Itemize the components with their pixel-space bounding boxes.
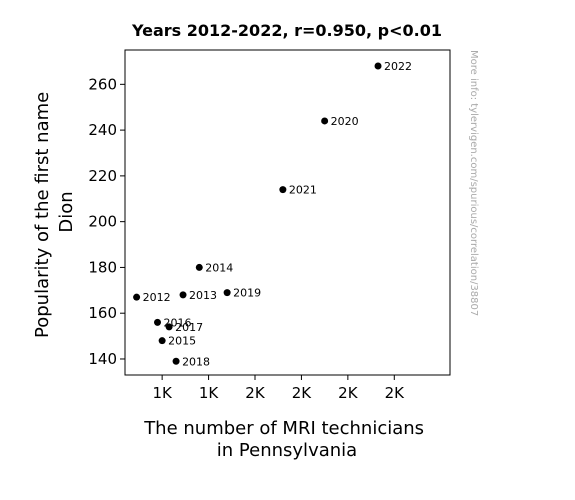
data-point [321, 117, 329, 125]
data-point-label: 2015 [168, 335, 196, 348]
x-axis-label: The number of MRI technicians in Pennsyl… [143, 418, 430, 461]
data-points: 2012 201320142015201620172018201920202021… [133, 60, 412, 368]
data-point [172, 357, 180, 365]
data-point-label: 2013 [189, 289, 217, 302]
data-point [279, 186, 287, 194]
data-point-label: 2019 [233, 287, 261, 300]
data-point-label: 2022 [384, 60, 412, 73]
x-tick-label: 1K [199, 384, 220, 402]
data-point [179, 291, 187, 299]
x-tick-label: 2K [338, 384, 359, 402]
data-point [165, 323, 173, 331]
watermark-text: More info: tylervigen.com/spurious/corre… [468, 50, 479, 316]
x-axis: 1K 1K 2K 2K 2K 2K [152, 375, 405, 402]
data-point-label: 2014 [205, 261, 233, 274]
y-axis: 140 160 180 200 220 240 260 [88, 75, 125, 368]
data-point [223, 289, 231, 297]
y-tick-label: 220 [88, 167, 117, 185]
x-axis-label-line-1: The number of MRI technicians [143, 418, 424, 439]
y-axis-label: Popularity of the first name Dion [32, 86, 77, 338]
x-tick-label: 2K [292, 384, 313, 402]
y-axis-label-line-2: Dion [56, 191, 77, 232]
data-point [195, 263, 203, 271]
y-tick-label: 200 [88, 213, 117, 231]
x-tick-label: 2K [385, 384, 406, 402]
data-point-label: 2012 [143, 291, 171, 304]
y-tick-label: 240 [88, 121, 117, 139]
data-point-label: 2021 [289, 184, 317, 197]
y-tick-label: 180 [88, 258, 117, 276]
data-point [133, 293, 141, 301]
data-point [374, 62, 382, 70]
y-axis-label-line-1: Popularity of the first name [32, 92, 53, 338]
chart-title: Years 2012-2022, r=0.950, p<0.01 [131, 21, 442, 40]
plot-area [124, 49, 451, 376]
y-tick-label: 260 [88, 75, 117, 93]
data-point [154, 318, 161, 326]
data-point-label: 2017 [175, 321, 203, 334]
data-point [158, 337, 166, 345]
x-tick-label: 1K [152, 384, 173, 402]
data-point-label: 2020 [331, 115, 359, 128]
y-tick-label: 140 [88, 350, 117, 368]
x-tick-label: 2K [245, 384, 266, 402]
data-point-label: 2018 [182, 355, 210, 368]
y-tick-label: 160 [88, 304, 117, 322]
x-axis-label-line-2: in Pennsylvania [217, 440, 357, 461]
